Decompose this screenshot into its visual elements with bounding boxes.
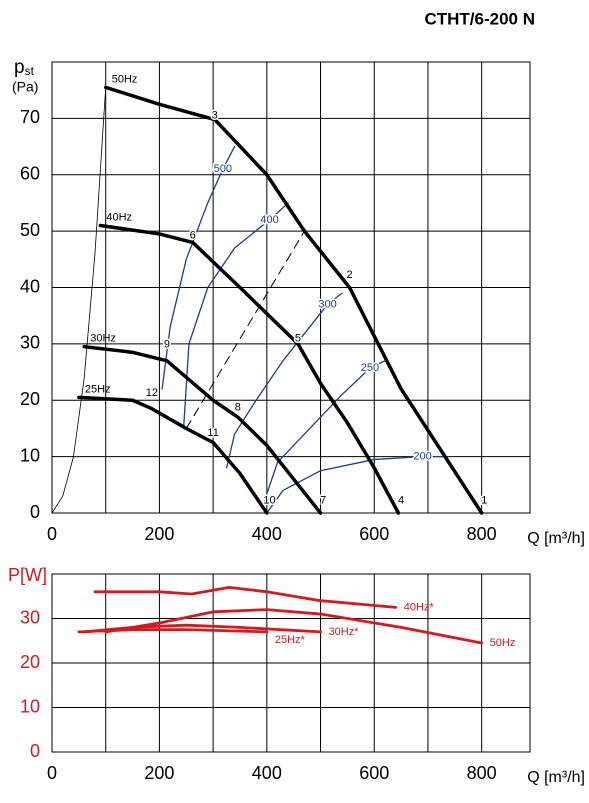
point-label: 8 <box>235 401 241 413</box>
series-label: 25Hz <box>85 383 111 395</box>
y-tick-label: 20 <box>20 389 40 409</box>
y-tick-label: 10 <box>20 696 40 716</box>
x-tick-label: 0 <box>47 763 57 783</box>
y-tick-label: 0 <box>30 502 40 522</box>
y-axis-label: P[W] <box>8 565 47 585</box>
x-tick-label: 800 <box>467 763 497 783</box>
point-label: 6 <box>190 229 196 241</box>
point-label: 7 <box>320 494 326 506</box>
y-tick-label: 50 <box>20 220 40 240</box>
series-label: 30Hz <box>90 333 116 345</box>
series-label: 40Hz <box>106 211 132 223</box>
point-label: 1 <box>481 494 487 506</box>
series-line <box>93 585 398 609</box>
contour-label: 200 <box>413 451 431 463</box>
point-label: 12 <box>146 387 158 399</box>
dashed-line <box>185 230 305 429</box>
contour-label: 400 <box>260 214 278 226</box>
x-tick-label: 400 <box>252 524 282 544</box>
contour-line <box>161 145 236 390</box>
y-tick-label: 40 <box>20 276 40 296</box>
x-tick-label: 200 <box>144 524 174 544</box>
series-label: 25Hz* <box>275 634 306 646</box>
y-axis-unit: (Pa) <box>12 79 38 95</box>
y-axis-label-main: p <box>14 57 25 78</box>
series-line <box>82 623 322 634</box>
series-label: 40Hz* <box>404 601 435 613</box>
x-axis-label: Q [m³/h] <box>527 530 585 547</box>
y-tick-label: 30 <box>20 607 40 627</box>
x-tick-label: 800 <box>467 524 497 544</box>
point-label: 10 <box>263 494 275 506</box>
contour-line <box>182 202 289 430</box>
y-tick-label: 0 <box>30 741 40 761</box>
series-line <box>77 628 269 634</box>
y-axis-label: pst <box>14 57 35 78</box>
y-tick-label: 30 <box>20 333 40 353</box>
series-line <box>103 85 484 515</box>
x-tick-label: 600 <box>359 524 389 544</box>
series-label: 30Hz* <box>329 626 360 638</box>
point-label: 3 <box>212 109 218 121</box>
x-axis-label: Q [m³/h] <box>527 769 585 786</box>
chart-title: CTHT/6-200 N <box>424 9 535 28</box>
y-axis-label-sub: st <box>25 64 35 78</box>
contour-label: 300 <box>318 298 336 310</box>
point-label: 4 <box>398 494 404 506</box>
series-line <box>98 223 401 515</box>
y-tick-label: 20 <box>20 652 40 672</box>
contour-label: 500 <box>214 163 232 175</box>
point-label: 9 <box>164 338 170 350</box>
x-tick-label: 0 <box>47 524 57 544</box>
x-tick-label: 400 <box>252 763 282 783</box>
series-label: 50Hz <box>490 637 516 649</box>
point-label: 2 <box>346 269 352 281</box>
contour-label: 250 <box>361 362 379 374</box>
point-label: 11 <box>207 427 218 439</box>
y-tick-label: 60 <box>20 164 40 184</box>
series-line <box>82 344 323 515</box>
y-tick-label: 70 <box>20 107 40 127</box>
series-line <box>77 395 269 515</box>
point-label: 5 <box>295 333 301 345</box>
series-label: 50Hz <box>112 73 138 85</box>
system-curve <box>51 86 107 514</box>
contour-line <box>263 360 386 503</box>
contour-line <box>225 292 343 469</box>
x-tick-label: 600 <box>359 763 389 783</box>
series-line <box>104 608 484 645</box>
y-tick-label: 10 <box>20 445 40 465</box>
x-tick-label: 200 <box>144 763 174 783</box>
contour-line <box>266 455 445 514</box>
